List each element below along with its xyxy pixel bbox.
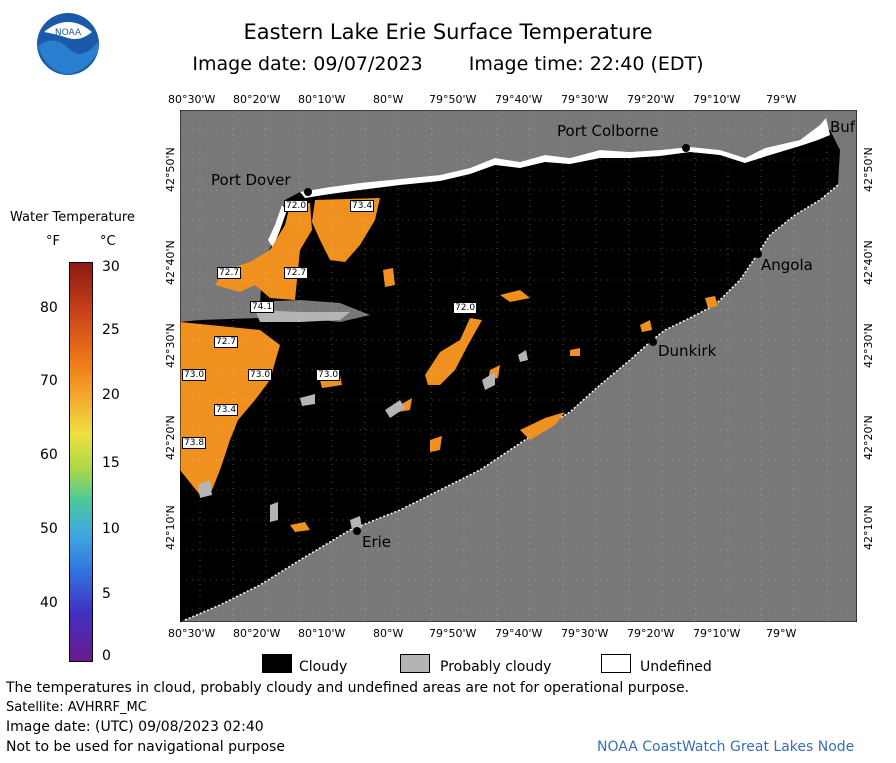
- lon-tick: 79°W: [766, 627, 797, 640]
- city-port-colborne: Port Colborne: [557, 122, 659, 140]
- colorbar: [69, 262, 93, 662]
- lon-tick: 79°30'W: [561, 93, 609, 106]
- temp-label: 73.0: [248, 369, 273, 381]
- temp-label: 72.0: [453, 302, 478, 314]
- lon-tick: 79°30'W: [561, 627, 609, 640]
- undefined-area: [268, 205, 287, 248]
- lon-tick: 80°10'W: [298, 93, 346, 106]
- lat-tick: 42°50'N: [164, 147, 177, 192]
- lon-tick: 80°30'W: [168, 627, 216, 640]
- lat-tick: 42°10'N: [862, 505, 875, 550]
- temp-label: 72.7: [214, 336, 239, 348]
- city-angola: Angola: [761, 256, 813, 274]
- temp-label: 72.0: [284, 200, 309, 212]
- legend-swatch-probably-cloudy: [400, 654, 430, 673]
- city-erie: Erie: [362, 533, 392, 551]
- colorbar-c-tick: 30: [102, 259, 120, 275]
- colorbar-c-tick: 20: [102, 387, 120, 403]
- colorbar-c-tick: 5: [102, 586, 111, 602]
- dunkirk-marker: [649, 338, 657, 346]
- colorbar-c-tick: 25: [102, 322, 120, 338]
- colorbar-f-tick: 70: [40, 373, 58, 389]
- temp-label: 72.7: [217, 267, 242, 279]
- undefined-area: [300, 118, 830, 198]
- image-time: Image time: 22:40 (EDT): [468, 53, 704, 75]
- lon-tick: 79°10'W: [693, 93, 741, 106]
- lon-tick: 79°50'W: [429, 93, 477, 106]
- legend-swatch-cloudy: [262, 654, 292, 673]
- temp-label: 73.4: [350, 200, 375, 212]
- temp-label: 74.1: [250, 301, 275, 313]
- noaa-logo: NOAA: [36, 12, 100, 76]
- lon-tick: 80°20'W: [233, 627, 281, 640]
- lat-tick: 42°30'N: [164, 323, 177, 368]
- legend-swatch-undefined: [601, 654, 631, 673]
- lon-tick: 80°W: [373, 93, 404, 106]
- legend-probably-cloudy: Probably cloudy: [440, 659, 552, 675]
- colorbar-unit-c: °C: [100, 234, 116, 249]
- logo-text: NOAA: [55, 28, 82, 38]
- port-dover-marker: [304, 188, 312, 196]
- probably-cloudy-area: [198, 310, 528, 530]
- temp-label: 72.7: [284, 267, 309, 279]
- buffalo-marker: [826, 139, 834, 147]
- lat-tick: 42°40'N: [862, 240, 875, 285]
- footer-satellite: Satellite: AVHRRF_MC: [6, 700, 147, 715]
- graticule: [180, 110, 857, 622]
- city-buffalo: Buf: [830, 118, 856, 136]
- lon-tick: 80°10'W: [298, 627, 346, 640]
- colorbar-c-tick: 15: [102, 455, 120, 471]
- lat-tick: 42°50'N: [862, 147, 875, 192]
- footer-credit: NOAA CoastWatch Great Lakes Node: [597, 739, 855, 755]
- colorbar-unit-f: °F: [46, 234, 60, 249]
- erie-marker: [353, 527, 361, 535]
- lon-tick: 79°20'W: [627, 627, 675, 640]
- angola-marker: [754, 250, 762, 258]
- lon-tick: 79°W: [766, 93, 797, 106]
- lat-tick: 42°30'N: [862, 323, 875, 368]
- lon-tick: 79°20'W: [627, 93, 675, 106]
- lon-tick: 79°40'W: [495, 93, 543, 106]
- footer-utc-date: Image date: (UTC) 09/08/2023 02:40: [6, 719, 264, 735]
- colorbar-f-tick: 40: [40, 595, 58, 611]
- lat-tick: 42°20'N: [164, 415, 177, 460]
- footer-nav-warning: Not to be used for navigational purpose: [6, 739, 285, 755]
- image-date: Image date: 09/07/2023: [192, 53, 423, 75]
- shoreline: [184, 184, 839, 621]
- lat-tick: 42°20'N: [862, 415, 875, 460]
- temp-label: 73.0: [182, 369, 207, 381]
- lon-tick: 80°W: [373, 627, 404, 640]
- colorbar-f-tick: 60: [40, 447, 58, 463]
- image-datetime: Image date: 09/07/2023 Image time: 22:40…: [0, 53, 896, 75]
- lon-tick: 80°30'W: [168, 93, 216, 106]
- temp-label: 73.8: [182, 437, 207, 449]
- legend-cloudy: Cloudy: [299, 659, 348, 675]
- lon-tick: 79°10'W: [693, 627, 741, 640]
- lon-tick: 80°20'W: [233, 93, 281, 106]
- city-dunkirk: Dunkirk: [658, 342, 717, 360]
- lon-tick: 79°40'W: [495, 627, 543, 640]
- footer-note: The temperatures in cloud, probably clou…: [6, 680, 690, 696]
- colorbar-f-tick: 50: [40, 521, 58, 537]
- port-colborne-marker: [682, 144, 690, 152]
- colorbar-c-tick: 10: [102, 521, 120, 537]
- lon-tick: 79°50'W: [429, 627, 477, 640]
- colorbar-c-tick: 0: [102, 648, 111, 664]
- legend-undefined: Undefined: [640, 659, 712, 675]
- lat-tick: 42°10'N: [164, 505, 177, 550]
- lat-tick: 42°40'N: [164, 240, 177, 285]
- temp-label: 73.4: [214, 404, 239, 416]
- colorbar-f-tick: 80: [40, 300, 58, 316]
- colorbar-title: Water Temperature: [10, 210, 135, 225]
- page-title: Eastern Lake Erie Surface Temperature: [243, 20, 653, 44]
- temp-label: 73.0: [316, 369, 341, 381]
- city-port-dover: Port Dover: [211, 171, 291, 189]
